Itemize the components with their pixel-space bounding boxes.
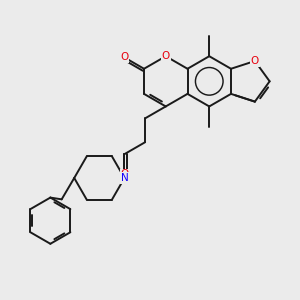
Text: O: O [251,56,259,66]
Text: O: O [120,169,129,179]
Text: O: O [120,52,128,62]
Text: N: N [121,173,128,183]
Text: O: O [162,51,170,61]
